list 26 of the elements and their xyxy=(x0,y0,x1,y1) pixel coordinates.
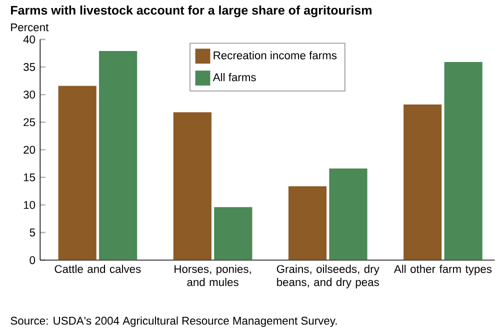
y-tick-label: 0 xyxy=(30,256,36,264)
source-note: Source: USDA's 2004 Agricultural Resource Management Survey. xyxy=(10,316,337,327)
y-tick-label: 10 xyxy=(24,200,36,209)
y-tick-label: 25 xyxy=(24,118,36,126)
legend-label: Recreation income farms xyxy=(214,51,337,60)
y-tick-label: 40 xyxy=(23,35,36,44)
y-tick-label: 35 xyxy=(24,63,36,71)
bar xyxy=(329,168,368,260)
bar xyxy=(58,86,96,260)
bar xyxy=(173,112,212,260)
y-tick-label: 5 xyxy=(30,228,36,236)
x-tick-label: Cattle and calves xyxy=(54,264,141,273)
x-tick-label: Grains, oilseeds, dry beans, and dry peas xyxy=(276,264,380,288)
bar xyxy=(404,104,442,260)
y-axis-title: Percent xyxy=(11,23,49,32)
y-tick-label: 30 xyxy=(24,90,36,98)
y-tick-label: 20 xyxy=(24,146,36,154)
x-tick-label: Horses, ponies, and mules xyxy=(174,264,251,286)
bar xyxy=(214,207,252,260)
chart-title: Farms with livestock account for a large share of agritourism xyxy=(11,5,372,18)
legend-label: All farms xyxy=(212,72,256,82)
bar xyxy=(99,50,138,260)
bar xyxy=(444,62,482,260)
x-tick-label: All other farm types xyxy=(394,264,492,276)
bar xyxy=(288,186,327,260)
y-tick-label: 15 xyxy=(24,173,36,182)
